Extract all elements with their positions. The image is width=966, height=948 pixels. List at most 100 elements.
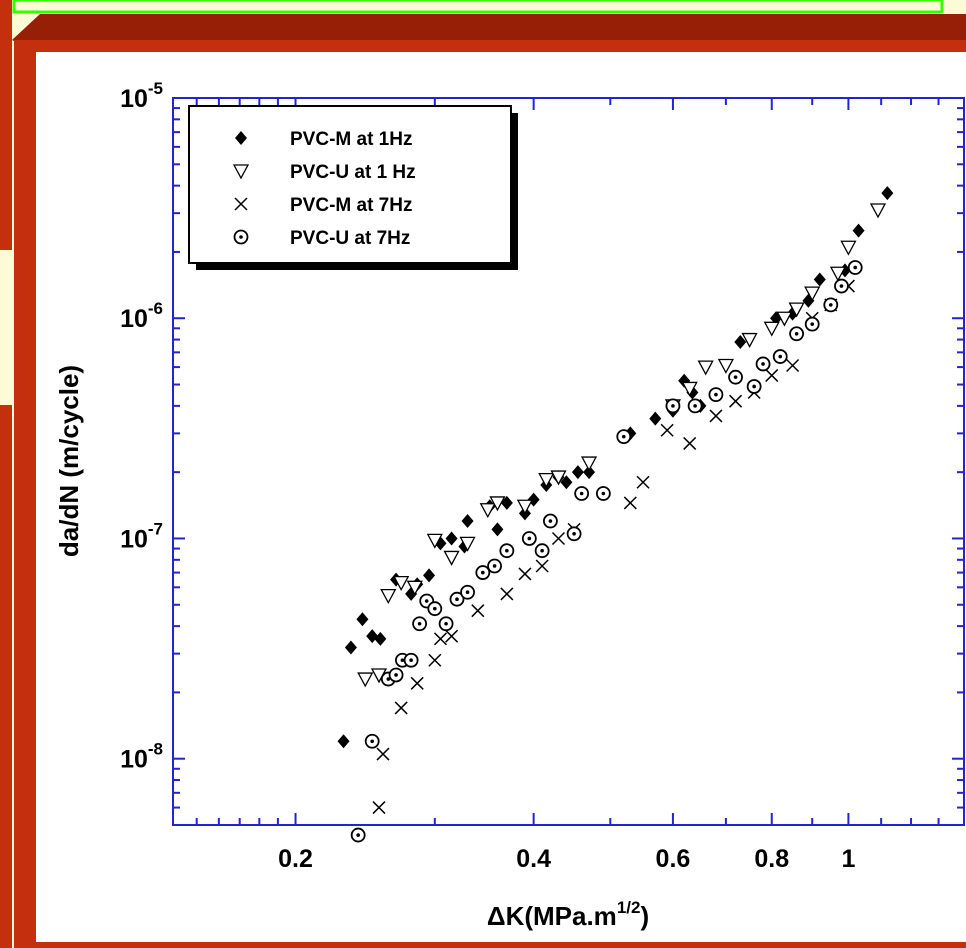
data-point-series-3 — [823, 297, 839, 313]
data-point-series-3 — [847, 260, 863, 275]
data-point-series-0 — [583, 465, 596, 480]
data-point-series-1 — [681, 381, 698, 397]
legend-marker-0 — [235, 131, 247, 145]
data-point-series-2 — [683, 436, 697, 450]
x-axis-title-sup: 1/2 — [617, 898, 641, 917]
data-point-series-1 — [443, 550, 460, 566]
data-point-series-3 — [475, 565, 491, 580]
legend-marker-1 — [232, 164, 250, 180]
plot-frame — [172, 97, 965, 826]
y-tick-label: 10-7 — [120, 519, 163, 553]
data-point-series-2 — [636, 475, 650, 489]
x-tick-label: 0.6 — [656, 845, 691, 873]
data-point-series-3 — [728, 369, 743, 385]
data-point-series-1 — [538, 472, 555, 488]
data-point-series-0 — [852, 223, 865, 238]
data-point-series-3 — [350, 827, 366, 843]
data-point-series-0 — [491, 522, 504, 537]
data-point-series-1 — [357, 672, 374, 688]
legend-label-pvc-u-1hz: PVC-U at 1 Hz — [290, 162, 416, 183]
data-point-series-3 — [834, 278, 849, 294]
legend-label-pvc-u-7hz: PVC-U at 7Hz — [290, 228, 410, 249]
legend-marker-3 — [233, 229, 249, 245]
data-point-series-1 — [717, 358, 734, 374]
y-axis-title: da/dN (m/cycle) — [54, 365, 84, 557]
x-axis-title-end: ) — [640, 901, 649, 931]
y-tick-label: 10-8 — [120, 740, 163, 774]
data-point-series-3 — [665, 398, 681, 414]
data-point-series-3 — [412, 616, 427, 632]
data-point-series-1 — [426, 533, 443, 549]
data-point-series-1 — [516, 499, 534, 515]
data-point-series-3 — [427, 601, 443, 617]
data-point-series-0 — [649, 411, 662, 426]
x-tick-label: 0.8 — [754, 845, 789, 873]
data-point-series-2 — [428, 653, 442, 667]
data-point-series-3 — [364, 733, 380, 749]
data-point-series-0 — [500, 495, 513, 510]
data-point-series-2 — [765, 368, 779, 382]
data-point-series-3 — [804, 316, 820, 332]
x-tick-label: 0.4 — [516, 845, 551, 873]
data-point-series-1 — [840, 240, 857, 256]
data-point-series-2 — [471, 604, 485, 618]
data-point-series-2 — [433, 632, 448, 646]
data-point-series-1 — [788, 302, 805, 318]
x-tick-label: 0.2 — [278, 845, 313, 873]
legend-label-pvc-m-1hz: PVC-M at 1Hz — [290, 129, 412, 150]
left-frame-bar-lower — [0, 405, 12, 948]
data-point-series-2 — [518, 567, 532, 581]
data-point-series-1 — [804, 286, 821, 302]
data-point-series-0 — [356, 612, 369, 627]
data-point-series-1 — [869, 203, 887, 219]
data-point-series-3 — [789, 326, 805, 342]
data-point-series-3 — [521, 531, 537, 546]
data-point-series-3 — [460, 584, 475, 600]
data-point-series-0 — [423, 568, 436, 583]
data-point-series-3 — [687, 398, 703, 414]
data-point-series-3 — [566, 526, 582, 542]
data-point-series-3 — [534, 543, 550, 559]
data-point-series-0 — [881, 186, 894, 201]
data-point-series-2 — [394, 701, 408, 715]
data-point-series-3 — [403, 652, 419, 668]
legend-marker-2 — [234, 197, 248, 211]
data-point-series-1 — [380, 588, 397, 605]
data-point-series-0 — [813, 272, 826, 287]
data-point-series-3 — [499, 543, 515, 559]
x-axis-title: ΔK(MPa.m1/2) — [487, 898, 649, 931]
data-point-series-3 — [449, 591, 465, 607]
data-point-series-1 — [580, 456, 598, 472]
left-frame-bar-upper — [0, 0, 12, 250]
data-point-series-1 — [697, 360, 714, 376]
data-point-series-1 — [479, 503, 496, 519]
data-point-series-3 — [487, 558, 502, 574]
top-strip — [0, 0, 966, 16]
x-axis-title-main: ΔK(MPa.m — [487, 901, 617, 931]
data-point-series-1 — [406, 580, 423, 596]
data-point-series-3 — [708, 387, 724, 403]
data-point-series-2 — [729, 394, 743, 408]
data-point-series-0 — [445, 531, 458, 546]
green-top-bar — [12, 0, 944, 14]
axis-ticks — [173, 97, 965, 826]
tick-labels: 0.2 0.4 0.6 0.8 1 10-5 10-6 10-7 10-8 — [120, 79, 855, 873]
data-point-series-1 — [550, 470, 567, 486]
data-point-series-2 — [709, 409, 723, 423]
data-point-series-0 — [461, 514, 474, 529]
data-point-series-1 — [393, 576, 410, 592]
data-point-series-0 — [734, 334, 747, 349]
legend-markers — [232, 131, 250, 245]
data-point-series-1 — [489, 496, 506, 512]
data-point-series-3 — [543, 513, 558, 529]
data-point-series-3 — [574, 486, 590, 501]
data-point-series-3 — [438, 616, 454, 632]
data-point-series-3 — [388, 667, 404, 683]
data-point-series-2 — [786, 358, 800, 373]
data-point-series-1 — [741, 332, 758, 348]
data-point-series-2 — [372, 801, 386, 815]
data-point-series-2 — [376, 747, 390, 761]
data-point-series-0 — [344, 640, 357, 655]
data-point-series-2 — [623, 496, 637, 510]
